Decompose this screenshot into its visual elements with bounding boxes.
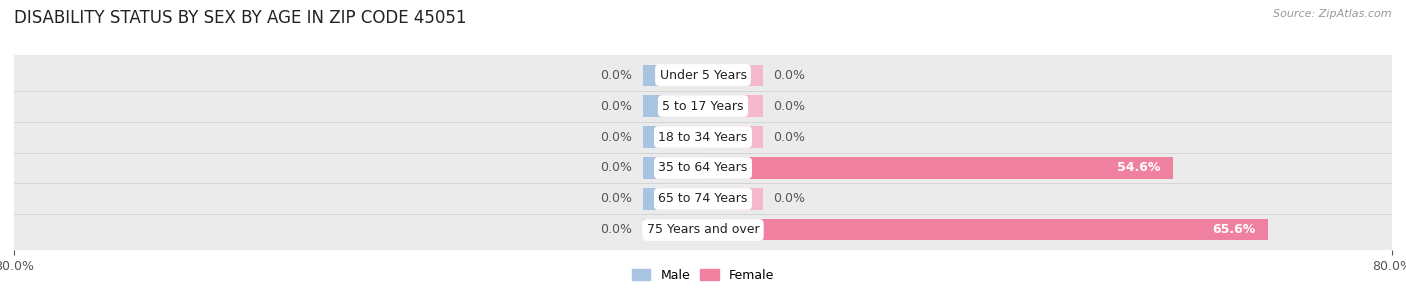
Bar (643, 219, 703, 241)
Text: 0.0%: 0.0% (600, 161, 633, 174)
Bar (703, 157, 1173, 178)
Text: Under 5 Years: Under 5 Years (659, 69, 747, 81)
Text: 5 to 17 Years: 5 to 17 Years (662, 99, 744, 113)
Text: 0.0%: 0.0% (773, 192, 806, 206)
Bar (643, 188, 703, 210)
Text: 0.0%: 0.0% (773, 99, 806, 113)
Text: 0.0%: 0.0% (600, 192, 633, 206)
Bar (703, 95, 763, 117)
Text: 0.0%: 0.0% (600, 224, 633, 236)
Text: 0.0%: 0.0% (600, 69, 633, 81)
Bar (643, 64, 703, 86)
FancyBboxPatch shape (11, 49, 1395, 101)
Text: 65.6%: 65.6% (1212, 224, 1256, 236)
Text: 75 Years and over: 75 Years and over (647, 224, 759, 236)
Text: Source: ZipAtlas.com: Source: ZipAtlas.com (1274, 9, 1392, 19)
Text: 18 to 34 Years: 18 to 34 Years (658, 131, 748, 144)
Bar (703, 127, 763, 148)
Text: 0.0%: 0.0% (600, 99, 633, 113)
Legend: Male, Female: Male, Female (627, 264, 779, 287)
FancyBboxPatch shape (11, 80, 1395, 132)
Text: DISABILITY STATUS BY SEX BY AGE IN ZIP CODE 45051: DISABILITY STATUS BY SEX BY AGE IN ZIP C… (14, 9, 467, 27)
Text: 35 to 64 Years: 35 to 64 Years (658, 161, 748, 174)
Text: 0.0%: 0.0% (600, 131, 633, 144)
Text: 54.6%: 54.6% (1116, 161, 1160, 174)
FancyBboxPatch shape (11, 142, 1395, 194)
FancyBboxPatch shape (11, 173, 1395, 225)
Bar (643, 127, 703, 148)
Bar (703, 219, 1268, 241)
Text: 0.0%: 0.0% (773, 69, 806, 81)
Bar (643, 95, 703, 117)
Text: 0.0%: 0.0% (773, 131, 806, 144)
Bar (703, 188, 763, 210)
Bar (703, 64, 763, 86)
Bar (643, 157, 703, 178)
Text: 65 to 74 Years: 65 to 74 Years (658, 192, 748, 206)
FancyBboxPatch shape (11, 111, 1395, 163)
FancyBboxPatch shape (11, 204, 1395, 256)
